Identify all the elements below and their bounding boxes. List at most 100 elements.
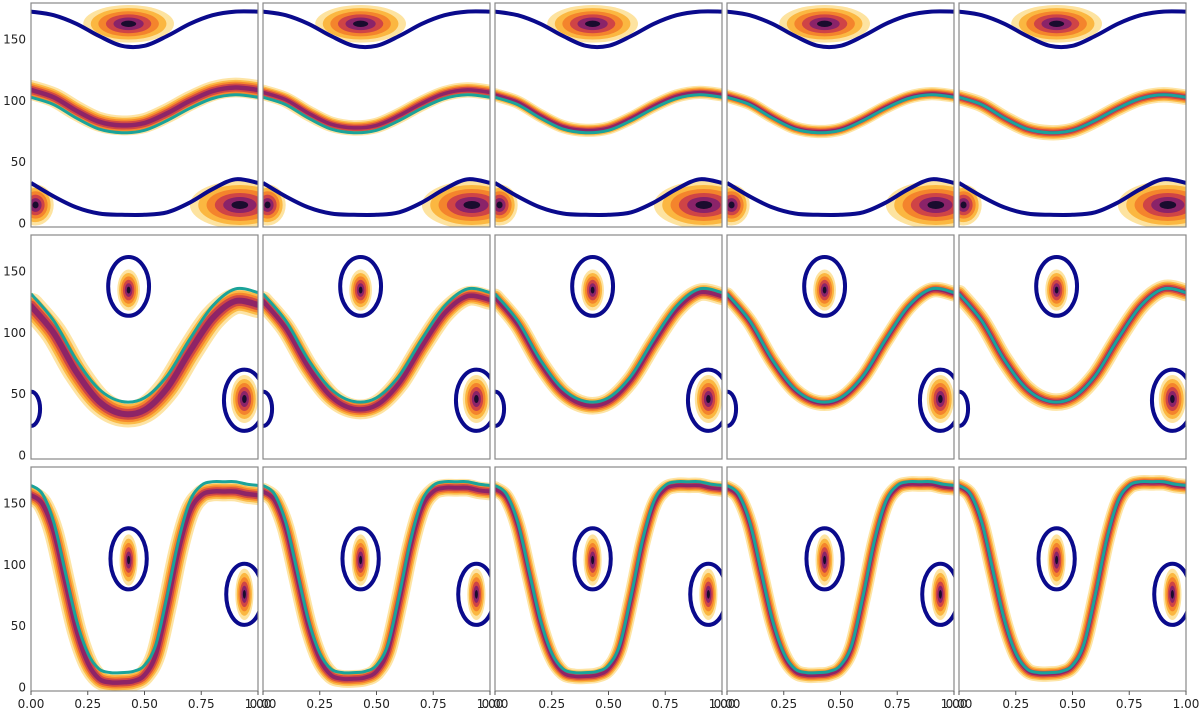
density-blob	[823, 555, 827, 565]
boundary-loop	[959, 389, 971, 428]
reference-curve	[263, 479, 490, 675]
density-blob	[1049, 20, 1065, 27]
boundary-loop	[917, 367, 954, 433]
panel-frame	[726, 2, 955, 228]
y-tick-label: 0	[18, 216, 26, 230]
panel	[30, 2, 259, 228]
panel-plot-area	[31, 479, 258, 691]
density-band	[31, 85, 258, 128]
reference-curve	[263, 286, 490, 404]
boundary-curve	[727, 9, 954, 50]
panel-frame	[262, 2, 491, 228]
density-band	[263, 293, 490, 412]
x-tick-label: 0.00	[946, 697, 973, 711]
x-tick-label: 1.00	[941, 697, 968, 711]
panel: 0.00 0.25 0.50 0.75 1.00	[250, 466, 503, 711]
boundary-loop	[727, 389, 739, 428]
panel	[30, 234, 259, 460]
density-blob	[242, 590, 246, 599]
panel-plot-area	[495, 4, 722, 227]
boundary-loop	[453, 367, 490, 433]
density-blob	[927, 200, 945, 209]
x-tick-label: 0.25	[770, 697, 797, 711]
density-blob	[463, 200, 481, 209]
y-tick-label: 50	[11, 155, 26, 169]
reference-curve	[31, 286, 258, 404]
density-band	[263, 485, 490, 682]
boundary-curve	[727, 177, 954, 218]
reference-curve	[727, 286, 954, 404]
y-tick-label: 150	[3, 265, 26, 279]
panel-plot-area	[959, 255, 1186, 433]
x-tick-label: 1.00	[1173, 697, 1200, 711]
density-blob	[496, 201, 503, 209]
density-blob	[706, 590, 710, 599]
x-tick-label: 0.75	[884, 697, 911, 711]
panel	[494, 2, 723, 228]
panel-plot-area	[959, 474, 1186, 682]
panel-plot-area	[31, 255, 258, 433]
x-tick-label: 0.75	[420, 697, 447, 711]
boundary-loop	[1036, 526, 1077, 592]
reference-curve	[727, 479, 954, 675]
y-tick-label: 50	[11, 619, 26, 633]
panel-plot-area	[263, 478, 490, 688]
density-band	[727, 482, 954, 678]
density-blob	[1159, 200, 1177, 209]
boundary-loop	[570, 255, 616, 318]
density-blob	[353, 20, 369, 27]
boundary-loop	[106, 255, 152, 318]
x-tick-label: 0.25	[74, 697, 101, 711]
reference-curve	[959, 479, 1186, 675]
panel-frame	[958, 234, 1187, 460]
panel	[726, 234, 955, 460]
panel	[262, 234, 491, 460]
reference-curve	[959, 286, 1186, 404]
density-blob	[121, 20, 137, 27]
density-blob	[32, 201, 39, 209]
density-blob	[1170, 590, 1174, 599]
panel-frame	[494, 2, 723, 228]
density-blob	[938, 395, 943, 404]
x-tick-label: 0.00	[18, 697, 45, 711]
reference-curve	[495, 479, 722, 675]
density-blob	[264, 201, 271, 209]
panel-plot-area	[727, 255, 954, 433]
panel: 0.00 0.25 0.50 0.75 1.00	[18, 466, 271, 711]
reference-curve	[31, 93, 258, 135]
boundary-loop	[804, 526, 845, 592]
panel	[726, 2, 955, 228]
boundary-loop	[263, 389, 275, 428]
density-blob	[474, 590, 478, 599]
y-tick-label: 50	[11, 387, 26, 401]
panel: 0.00 0.25 0.50 0.75 1.00	[714, 466, 968, 711]
density-blob	[1055, 555, 1059, 565]
x-tick-label: 1.00	[709, 697, 736, 711]
x-tick-label: 0.00	[714, 697, 741, 711]
x-tick-label: 0.25	[1002, 697, 1029, 711]
density-blob	[127, 555, 131, 565]
boundary-loop	[1152, 561, 1186, 627]
density-blob	[822, 286, 827, 294]
boundary-loop	[685, 367, 722, 433]
panel-frame	[494, 234, 723, 460]
panel-plot-area	[959, 4, 1186, 227]
density-blob	[1054, 286, 1059, 294]
panel-frame	[30, 234, 259, 460]
panel-frame	[958, 2, 1187, 228]
x-tick-label: 0.75	[188, 697, 215, 711]
density-band	[495, 90, 722, 132]
reference-curve	[31, 479, 258, 675]
boundary-curve	[263, 9, 490, 50]
panel-plot-area	[727, 476, 954, 684]
density-blob	[817, 20, 833, 27]
x-tick-label: 0.50	[827, 697, 854, 711]
boundary-loop	[802, 255, 848, 318]
boundary-curve	[31, 177, 258, 218]
y-tick-label: 150	[3, 33, 26, 47]
panel-plot-area	[495, 255, 722, 433]
boundary-loop	[340, 526, 381, 592]
x-tick-label: 0.75	[1116, 697, 1143, 711]
density-blob	[585, 20, 601, 27]
